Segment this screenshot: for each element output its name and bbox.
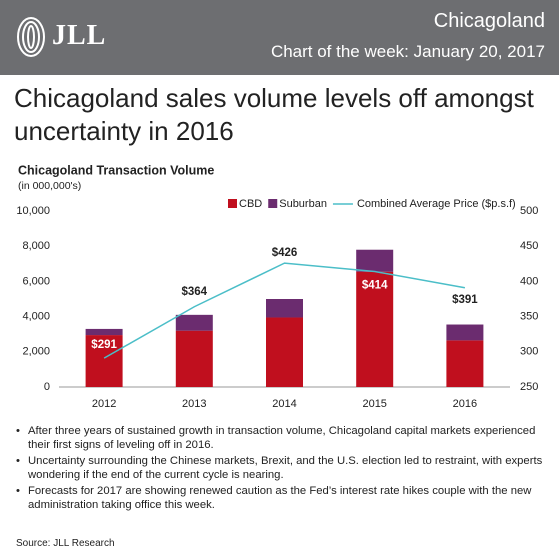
y2-tick-label: 250 — [520, 381, 538, 393]
chart-title: Chicagoland Transaction Volume — [18, 163, 214, 177]
bullet: Uncertainty surrounding the Chinese mark… — [16, 454, 546, 482]
bar-segment — [266, 299, 303, 318]
y-tick-label: 4,000 — [22, 311, 50, 323]
legend-label: Combined Average Price ($p.s.f) — [357, 198, 516, 210]
y-tick-label: 2,000 — [22, 346, 50, 358]
bullets: After three years of sustained growth in… — [16, 424, 546, 514]
bar-segment — [175, 314, 213, 331]
legend-swatch — [228, 199, 237, 208]
bullet: Forecasts for 2017 are showing renewed c… — [16, 484, 546, 512]
y2-tick-label: 350 — [520, 311, 538, 323]
bar-segment — [85, 335, 123, 387]
source: Source: JLL Research — [16, 538, 115, 549]
y-tick-label: 10,000 — [16, 205, 50, 217]
legend-label: Suburban — [279, 198, 327, 210]
logo-icon — [17, 17, 45, 57]
bar-segment — [85, 328, 123, 336]
legend-swatch — [268, 199, 278, 208]
legend-label: CBD — [239, 198, 262, 210]
y-tick-label: 8,000 — [22, 240, 50, 252]
y-tick-label: 0 — [44, 381, 50, 393]
x-tick-label: 2012 — [92, 398, 116, 410]
data-label: $426 — [272, 247, 298, 259]
line — [103, 262, 466, 359]
data-label: $291 — [91, 339, 117, 351]
x-tick-label: 2016 — [453, 398, 477, 410]
header-subtitle: Chart of the week: January 20, 2017 — [270, 42, 545, 61]
bar-segment — [356, 271, 394, 387]
data-label: $364 — [182, 286, 208, 298]
y2-tick-label: 400 — [520, 275, 538, 287]
page-title: Chicagoland sales volume levels off amon… — [14, 83, 534, 146]
y2-tick-label: 500 — [520, 205, 538, 217]
x-tick-label: 2014 — [272, 398, 296, 410]
data-label: $414 — [362, 280, 388, 292]
logo: JLL — [52, 20, 107, 51]
data-label: $391 — [452, 294, 478, 306]
x-tick-label: 2013 — [182, 398, 206, 410]
chart: Chicagoland Transaction Volume (in 000,0… — [16, 163, 538, 410]
bullet: After three years of sustained growth in… — [16, 424, 546, 452]
header: JLL Chicagoland Chart of the week: Janua… — [0, 0, 559, 75]
region: Chicagoland — [433, 10, 545, 32]
bar-segment — [446, 340, 484, 387]
y2-tick-label: 450 — [520, 240, 538, 252]
chart-subtitle: (in 000,000's) — [18, 180, 81, 192]
bar-segment — [266, 317, 303, 387]
y-tick-label: 6,000 — [22, 275, 50, 287]
bar-segment — [356, 249, 394, 272]
bar-segment — [446, 324, 484, 341]
x-tick-label: 2015 — [362, 398, 386, 410]
bar-segment — [175, 330, 213, 387]
y2-tick-label: 300 — [520, 346, 538, 358]
